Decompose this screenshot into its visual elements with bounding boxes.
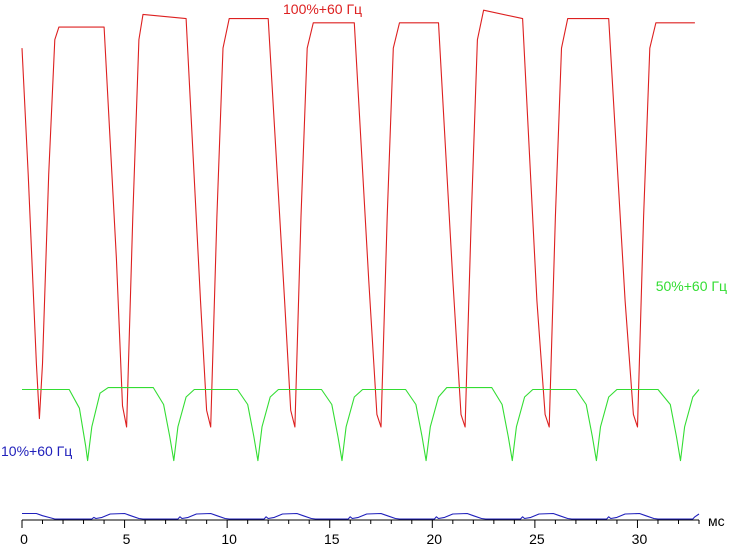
series-label-3: 10%+60 Гц — [1, 443, 72, 459]
series-line-2 — [22, 387, 700, 462]
x-tick-label: 25 — [529, 531, 545, 547]
x-tick-label: 5 — [123, 531, 131, 547]
x-tick-label: 20 — [427, 531, 443, 547]
x-axis-unit: мс — [708, 513, 725, 529]
series-line-1 — [21, 9, 695, 428]
series-label-2: 50%+60 Гц — [656, 278, 727, 294]
series-label-1: 100%+60 Гц — [283, 1, 362, 17]
x-axis-ticks: 0 5 10 15 20 25 30 — [20, 520, 700, 547]
x-tick-label: 10 — [221, 531, 237, 547]
series-layer — [21, 9, 700, 520]
x-tick-label: 0 — [20, 531, 28, 547]
series-line-3 — [22, 512, 700, 520]
x-tick-label: 15 — [324, 531, 340, 547]
x-tick-label: 30 — [632, 531, 648, 547]
series-labels: 100%+60 Гц 50%+60 Гц 10%+60 Гц — [1, 1, 727, 459]
